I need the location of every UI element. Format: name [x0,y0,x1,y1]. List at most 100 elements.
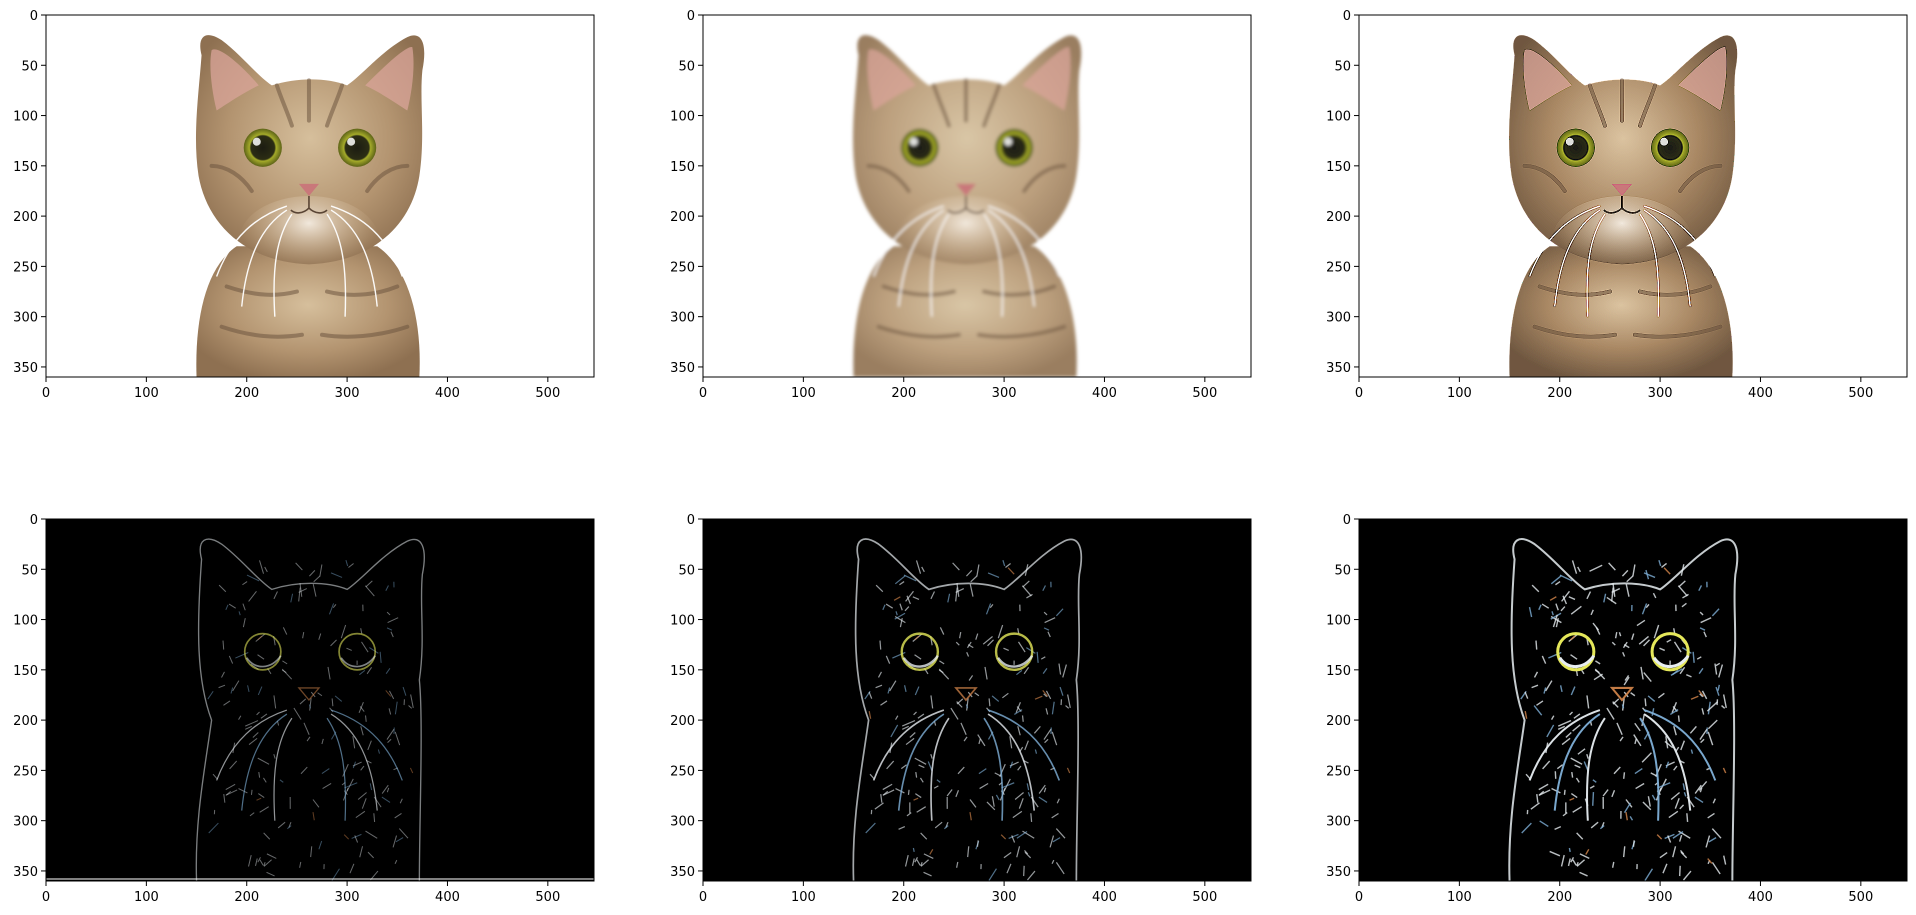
edge-fur-stroke [266,871,275,877]
edge-fur-stroke [402,686,407,696]
cat-whisker [930,213,950,317]
edge-fur-stroke [991,695,1000,702]
x-tick-label: 300 [335,386,360,401]
edge-fur-stroke [1589,564,1603,572]
edge-fur-stroke [1023,666,1030,675]
edge-fur-stroke [359,846,364,858]
edge-fur-stroke [920,861,923,867]
edge-fur-stroke [1679,849,1685,855]
edge-outline [195,538,425,881]
edge-fur-stroke [322,783,332,789]
cat-stripe [219,324,304,339]
edge-fur-stroke [238,715,242,720]
edge-fur-stroke [238,611,241,616]
edge-fur-stroke [1659,647,1666,652]
edge-fur-stroke [394,731,401,746]
edge-fur-stroke [994,772,1002,777]
edge-fur-stroke [1599,825,1605,830]
edge-fur-stroke [920,859,929,867]
edge-fur-stroke [238,788,248,794]
edge-fur-stroke [264,566,268,573]
edge-fur-stroke [1541,655,1547,664]
edge-fur-stroke [1592,622,1600,631]
edge-fur-stroke [369,783,373,791]
edge-fur-stroke [1555,603,1559,611]
edge-fur-stroke [936,779,941,783]
edge-fur-stroke [977,734,986,747]
edge-fur-stroke [1531,684,1539,689]
edge-fur-stroke [360,726,364,736]
edge-fur-stroke [319,564,323,577]
edge-fur-stroke [1531,584,1540,593]
edge-fur-stroke [1622,846,1626,858]
edge-fur-stroke [885,603,894,609]
edge-fur-stroke [868,711,872,719]
cat-whisker [330,209,378,307]
edge-fur-stroke [1055,828,1066,839]
edge-fur-stroke [1613,766,1621,775]
cat-body [196,246,420,377]
edge-fur-stroke [1682,783,1686,791]
edge-fur-stroke [915,560,922,574]
edge-eye-ring [1556,632,1596,672]
edge-fur-stroke [1034,749,1038,754]
edge-fur-stroke [1557,719,1572,727]
edge-fur-stroke [889,680,897,692]
edge-fur-stroke [1563,789,1566,795]
edge-fur-stroke [1677,585,1688,597]
edge-fur-stroke [1592,779,1597,783]
edge-fur-stroke [1051,701,1055,715]
edge-fur-stroke [1045,708,1049,715]
x-tick-label: 500 [1192,386,1217,401]
edge-fur-stroke [1707,731,1714,746]
edge-fur-stroke [1673,641,1682,653]
edge-fur-stroke [1698,780,1708,791]
edge-fur-stroke [1549,850,1561,857]
edge-fur-stroke [1557,725,1566,730]
edge-fur-stroke [946,789,953,797]
edge-fur-stroke [987,639,994,647]
cat-whisker [987,209,1035,307]
edge-fur-stroke [1049,835,1055,848]
x-tick-label: 400 [1748,386,1773,401]
cat-whisker [872,205,945,277]
edge-fur-stroke [1678,834,1683,842]
edge-fur-stroke [887,687,891,694]
edge-fur-stroke [1603,593,1607,603]
edge-fur-stroke [298,587,301,602]
edge-fur-stroke [912,847,915,853]
edge-fur-stroke [1030,813,1033,823]
cat-right-ear [1022,47,1071,111]
edge-fur-stroke [1700,617,1712,624]
edge-fur-stroke [920,832,928,840]
edge-fur-stroke [1571,560,1578,574]
image-area [703,519,1251,881]
edge-fur-stroke [1569,797,1575,801]
edge-fur-stroke [1539,820,1549,828]
cat-eye-glint [1565,137,1574,146]
edge-fur-stroke [300,766,308,775]
x-tick-label: 400 [435,386,460,401]
edge-fur-stroke [1042,690,1049,697]
edge-fur-stroke [352,761,356,769]
cat-stripe [977,324,1067,339]
edge-fur-stroke [1005,562,1011,568]
edge-fur-stroke [985,603,992,615]
edge-fur-stroke [317,692,323,697]
edge-fur-stroke [245,720,259,727]
edge-fur-stroke [385,668,391,674]
y-tick-label: 100 [13,110,38,125]
edge-fur-stroke [919,777,924,783]
edge-fur-stroke [373,813,376,823]
edge-whisker [273,717,293,821]
image-area [703,15,1251,377]
edge-fur-stroke [228,655,234,664]
edge-fur-stroke [1694,784,1702,794]
edge-fur-stroke [966,651,970,657]
edge-fur-stroke [1632,564,1636,577]
edge-fur-stroke [1541,603,1550,609]
edge-fur-stroke [1629,815,1634,821]
edge-fur-stroke [1673,765,1678,771]
edge-fur-stroke [1665,761,1670,769]
x-tick-label: 100 [1447,890,1472,905]
